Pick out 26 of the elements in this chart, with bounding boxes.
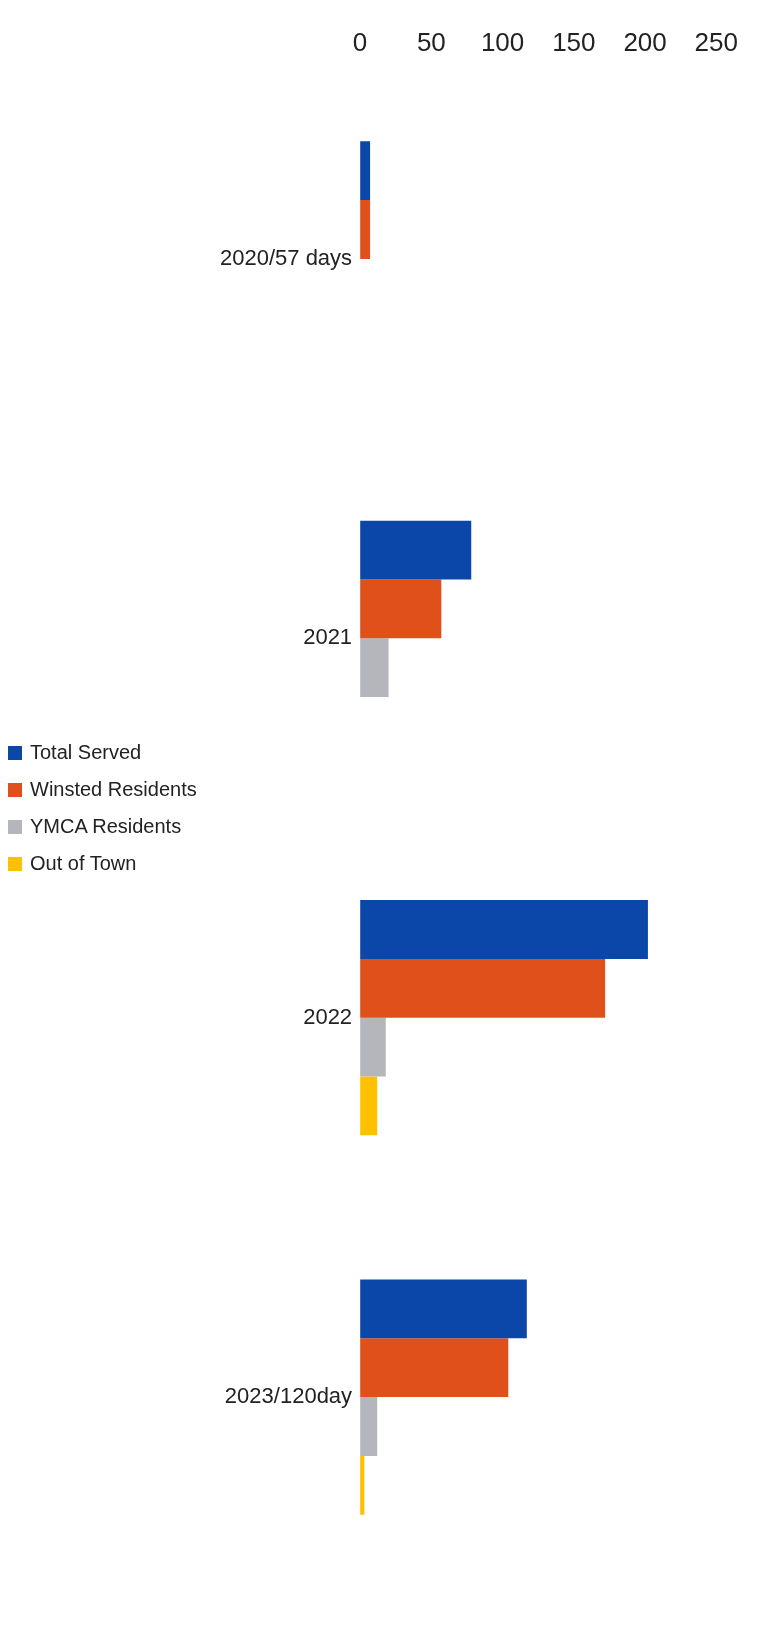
bar	[360, 1076, 378, 1136]
bar	[360, 638, 389, 698]
bar	[360, 1279, 527, 1339]
y-tick-label: 2021	[303, 624, 353, 650]
bar	[360, 141, 371, 201]
bar	[360, 1017, 386, 1077]
x-tick-label: 0	[352, 26, 368, 57]
x-tick-label: 200	[623, 26, 667, 57]
x-tick-label: 100	[480, 26, 525, 57]
legend-label: Winsted Residents	[30, 778, 197, 801]
legend-label: Total Served	[30, 741, 142, 764]
y-tick-label: 2023/120day	[224, 1383, 353, 1409]
bar	[360, 579, 442, 639]
bar	[360, 200, 371, 259]
legend-label: YMCA Residents	[30, 815, 182, 838]
bar	[360, 520, 472, 580]
y-tick-label: 2022	[303, 1003, 353, 1029]
bar	[360, 1397, 378, 1456]
bar	[360, 958, 606, 1018]
bar	[360, 1338, 509, 1398]
x-tick-label: 250	[694, 26, 739, 57]
bar	[360, 900, 648, 959]
legend-label: Out of Town	[30, 852, 137, 875]
y-tick-label: 2020/57 days	[220, 244, 353, 270]
x-tick-label: 50	[416, 26, 446, 57]
x-tick-label: 150	[552, 26, 596, 57]
